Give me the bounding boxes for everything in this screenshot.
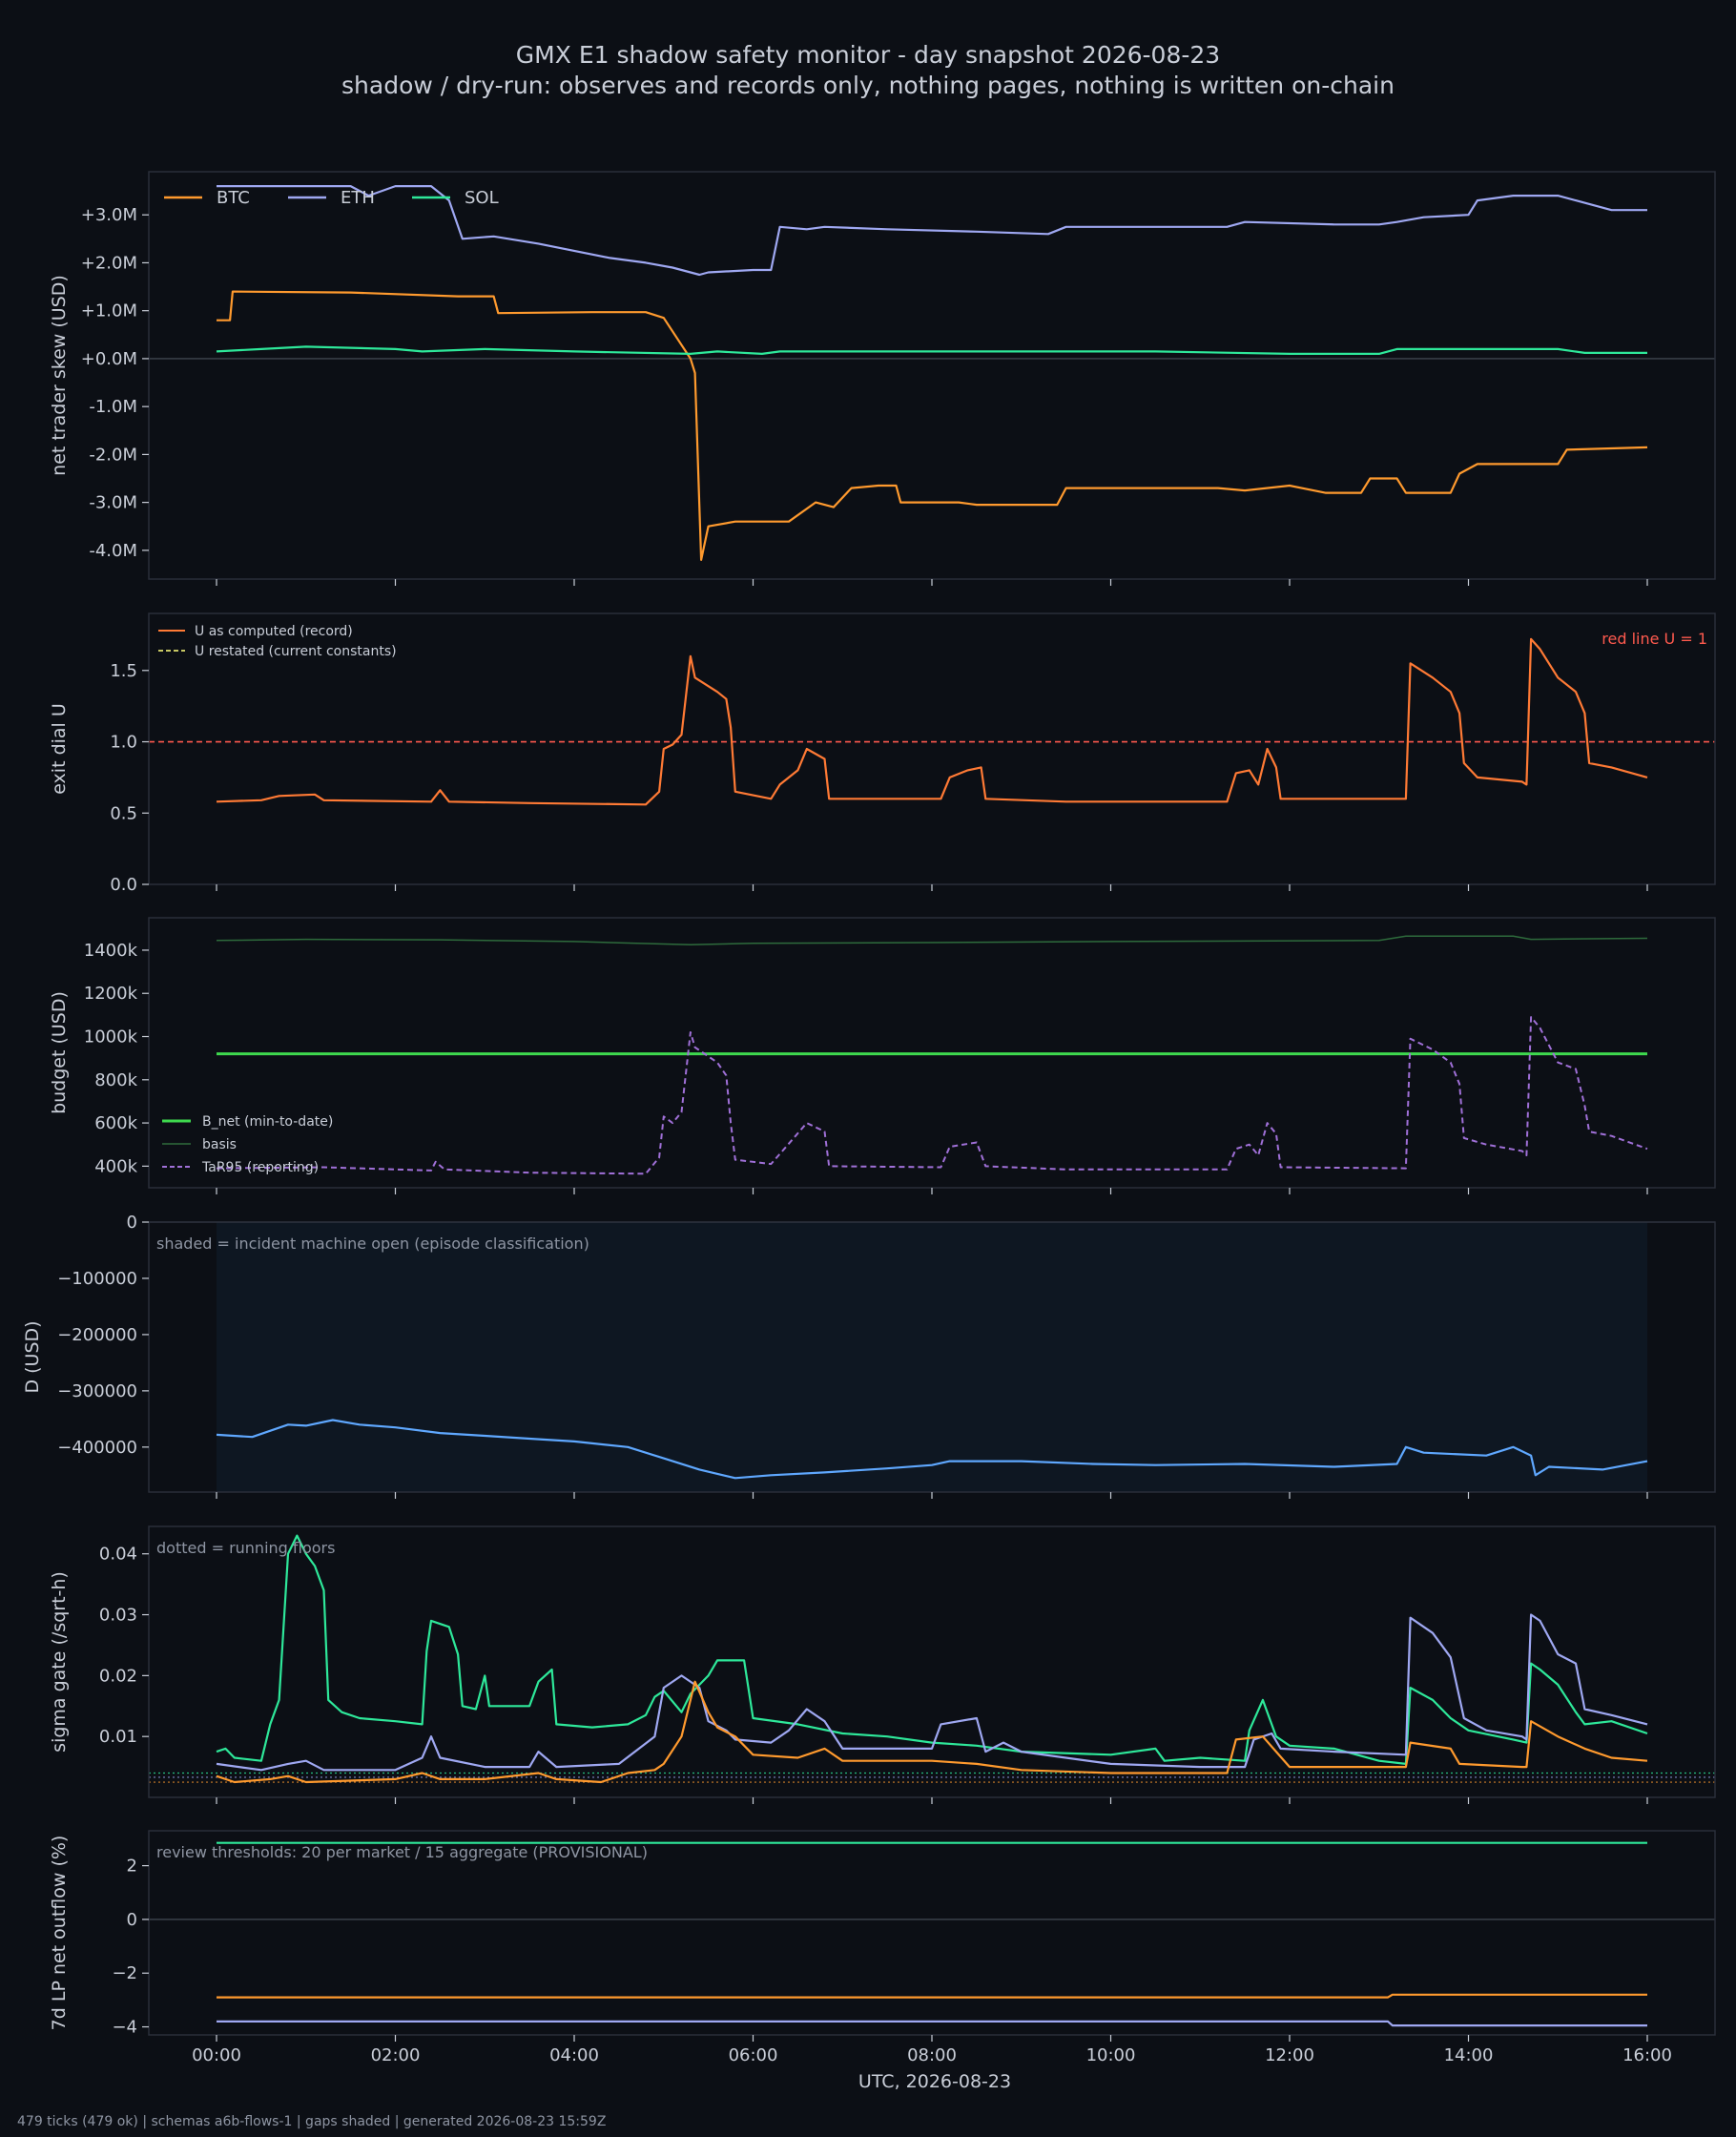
x-tick-label: 06:00: [729, 2045, 778, 2065]
panel-d: 0 −100000 −200000 −300000 −400000 D (USD) shad…: [22, 1213, 1716, 1499]
y-tick-label: 0.0: [110, 875, 137, 895]
x-tick-label: 00:00: [192, 2045, 241, 2065]
y-tick-label: −100000: [57, 1269, 137, 1289]
x-axis: 00:00 02:00 04:00 06:00 08:00 10:00 12:00 14:00…: [192, 2045, 1672, 2065]
red-line-label: red line U = 1: [1602, 630, 1707, 648]
series-u-u: [216, 637, 1648, 806]
y-tick-label: 400k: [94, 1156, 137, 1176]
y-tick-label: 0.5: [110, 803, 137, 823]
legend-label: U restated (current constants): [195, 644, 397, 659]
y-tick-label: 600k: [94, 1113, 137, 1133]
y-axis-label: 7d LP net outflow (%): [49, 1836, 70, 2031]
y-tick-label: -2.0M: [89, 445, 137, 465]
legend-label: ETH: [341, 188, 375, 208]
y-tick-label: −2: [112, 1963, 137, 1983]
series-sigma-sol: [216, 1534, 1648, 1765]
legend-label: B_net (min-to-date): [202, 1114, 333, 1130]
panel-note: dotted = running floors: [156, 1539, 335, 1557]
y-tick-label: 0.03: [99, 1606, 137, 1626]
y-tick-label: 1000k: [84, 1027, 138, 1048]
panel-lp: 2 0 −2 −4 7d LP net outflow (%) review thresh…: [49, 1830, 1716, 2042]
series-lp-eth: [217, 2020, 1647, 2027]
series-budget-basis: [216, 935, 1648, 946]
y-tick-label: +2.0M: [81, 253, 137, 273]
series-skew-eth: [217, 185, 1647, 277]
y-axis-label: exit dial U: [49, 703, 70, 795]
panel-note: review thresholds: 20 per market / 15 ag…: [156, 1843, 648, 1861]
y-tick-label: 0.01: [99, 1727, 137, 1747]
series-skew-btc: [217, 290, 1648, 561]
x-tick-label: 08:00: [907, 2045, 957, 2065]
y-tick-label: −4: [112, 2018, 137, 2038]
y-tick-label: −400000: [57, 1438, 137, 1458]
y-tick-label: -3.0M: [89, 493, 137, 513]
y-tick-label: -4.0M: [89, 541, 137, 561]
x-tick-label: 14:00: [1444, 2045, 1494, 2065]
y-axis-label: sigma gate (/sqrt-h): [49, 1571, 70, 1753]
series-d-line: [216, 1419, 1648, 1480]
x-tick-label: 04:00: [549, 2045, 599, 2065]
y-tick-label: 0.04: [99, 1545, 137, 1565]
x-tick-label: 10:00: [1086, 2045, 1136, 2065]
y-tick-label: +0.0M: [81, 349, 137, 369]
y-tick-label: −300000: [57, 1381, 137, 1401]
y-tick-label: 1.0: [110, 733, 137, 753]
series-sigma-eth: [216, 1613, 1648, 1772]
y-tick-label: +3.0M: [81, 205, 137, 225]
y-tick-label: 2: [127, 1857, 137, 1877]
y-tick-label: 800k: [94, 1070, 137, 1090]
y-tick-label: 1200k: [84, 984, 138, 1004]
y-tick-label: 0: [127, 1910, 137, 1930]
y-tick-label: -1.0M: [89, 397, 137, 417]
x-axis-label: UTC, 2026-08-23: [858, 2071, 1011, 2092]
panels: +3.0M +2.0M +1.0M +0.0M -1.0M -2.0M -3.0M -4.0M…: [22, 171, 1716, 2065]
x-tick-label: 02:00: [371, 2045, 421, 2065]
series-budget-tar95: [216, 1016, 1648, 1175]
incident-shade: [217, 1222, 1647, 1492]
series-skew-sol: [216, 345, 1647, 355]
x-tick-label: 12:00: [1265, 2045, 1314, 2065]
y-tick-label: 1400k: [84, 941, 138, 961]
x-tick-label: 16:00: [1622, 2045, 1672, 2065]
figure-title: GMX E1 shadow safety monitor - day snaps…: [516, 41, 1220, 69]
figure-subtitle: shadow / dry-run: observes and records o…: [341, 72, 1395, 99]
y-axis-label: budget (USD): [49, 991, 70, 1114]
y-tick-label: 1.5: [110, 661, 137, 681]
panel-sigma: 0.01 0.02 0.03 0.04 sigma gate (/sqrt-h) dott…: [49, 1525, 1716, 1804]
legend-label: U as computed (record): [195, 624, 353, 639]
y-tick-label: +1.0M: [81, 301, 137, 322]
panel-skew: +3.0M +2.0M +1.0M +0.0M -1.0M -2.0M -3.0M -4.0M…: [49, 171, 1716, 586]
panel-budget: 400k 600k 800k 1000k 1200k 1400k budget (USD) B…: [49, 917, 1716, 1194]
series-sigma-btc: [216, 1680, 1648, 1784]
y-tick-label: −200000: [57, 1325, 137, 1345]
legend-label: TaR95 (reporting): [201, 1160, 319, 1175]
panel-u: red line U = 1 0.0 0.5 1.0 1.5 exit dial U U a…: [49, 612, 1716, 895]
legend-label: BTC: [217, 188, 250, 208]
y-tick-label: 0: [127, 1213, 137, 1233]
y-axis-label: D (USD): [22, 1320, 43, 1393]
legend-label: basis: [202, 1137, 237, 1152]
legend-label: SOL: [465, 188, 499, 208]
footer-status: 479 ticks (479 ok) | schemas a6b-flows-1…: [17, 2114, 606, 2129]
y-axis-label: net trader skew (USD): [49, 275, 70, 476]
y-tick-label: 0.02: [99, 1666, 137, 1686]
panel-note: shaded = incident machine open (episode …: [156, 1234, 589, 1253]
series-lp-btc: [217, 1993, 1647, 1999]
